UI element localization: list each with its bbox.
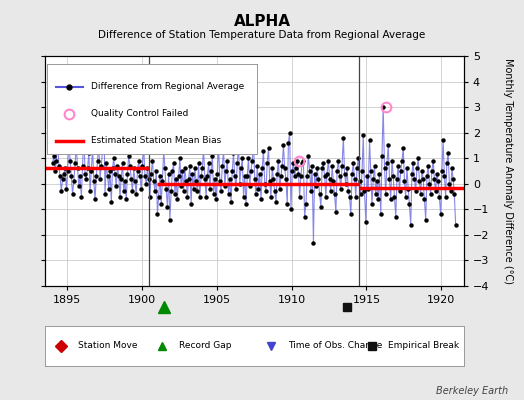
Text: Quality Control Failed: Quality Control Failed <box>91 109 189 118</box>
Text: Berkeley Earth: Berkeley Earth <box>436 386 508 396</box>
Text: Estimated Station Mean Bias: Estimated Station Mean Bias <box>91 136 222 145</box>
Text: Empirical Break: Empirical Break <box>388 342 460 350</box>
Text: Record Gap: Record Gap <box>179 342 231 350</box>
Y-axis label: Monthly Temperature Anomaly Difference (°C): Monthly Temperature Anomaly Difference (… <box>503 58 513 284</box>
Text: Time of Obs. Change: Time of Obs. Change <box>288 342 382 350</box>
Text: Difference of Station Temperature Data from Regional Average: Difference of Station Temperature Data f… <box>99 30 425 40</box>
Text: Station Move: Station Move <box>78 342 138 350</box>
Text: ALPHA: ALPHA <box>234 14 290 29</box>
Text: Difference from Regional Average: Difference from Regional Average <box>91 82 244 91</box>
